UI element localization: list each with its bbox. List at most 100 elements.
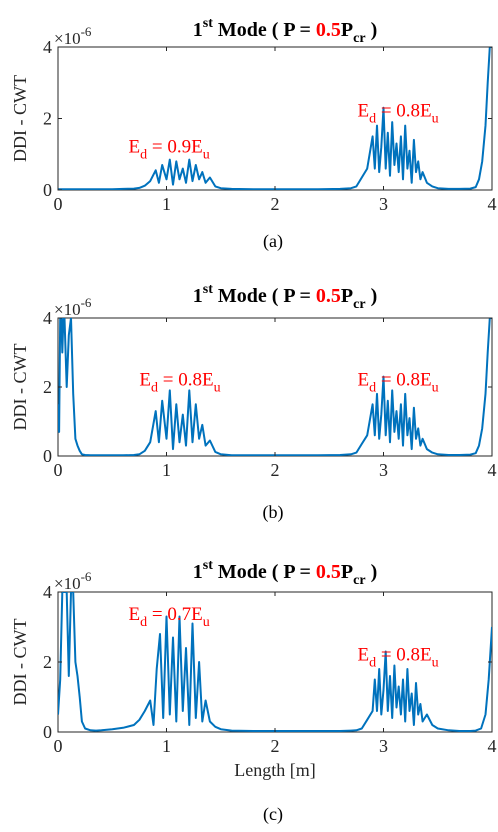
x-tick-label: 4 [488, 736, 497, 756]
annotation-subscript-u: u [432, 655, 439, 670]
x-tick-label: 0 [54, 736, 63, 756]
axis-exponent: ×10-6 [54, 295, 92, 319]
title-load-value: 0.5 [316, 285, 341, 307]
annotation-symbol: E [139, 369, 151, 390]
panel-label: (c) [263, 804, 283, 825]
title-superscript: st [203, 282, 213, 297]
y-tick-label: 2 [43, 377, 52, 397]
y-tick-label: 4 [43, 37, 52, 57]
x-tick-label: 1 [162, 736, 171, 756]
exponent-base: ×10 [54, 300, 81, 319]
x-tick-label: 3 [379, 460, 388, 480]
title-text: Mode ( P = [213, 285, 316, 307]
y-tick-label: 0 [43, 180, 52, 200]
x-tick-label: 1 [162, 194, 171, 214]
x-tick-label: 3 [379, 194, 388, 214]
title-close: ) [366, 285, 378, 307]
chart-title: 1st Mode ( P = 0.5Pcr ) [193, 558, 378, 588]
exponent-base: ×10 [54, 574, 81, 593]
x-tick-label: 2 [271, 194, 280, 214]
annotation-symbol: E [129, 136, 141, 157]
energy-annotation: Ed = 0.8Eu [139, 369, 220, 395]
title-suffix: P [341, 19, 353, 41]
annotation-subscript: d [140, 615, 147, 630]
y-axis-label: DDI - CWT [10, 75, 30, 162]
annotation-value: = 0.8E [158, 369, 214, 390]
title-suffix: P [341, 561, 353, 583]
exponent-base: ×10 [54, 29, 81, 48]
panel-label: (a) [263, 231, 283, 252]
annotation-subscript-u: u [432, 380, 439, 395]
annotation-symbol: E [357, 101, 369, 122]
y-tick-label: 2 [43, 652, 52, 672]
title-prefix: 1 [193, 285, 203, 307]
y-tick-label: 2 [43, 109, 52, 129]
energy-annotation: Ed = 0.7Eu [129, 604, 210, 630]
chart-title: 1st Mode ( P = 0.5Pcr ) [193, 16, 378, 46]
annotation-value: = 0.9E [147, 136, 203, 157]
title-prefix: 1 [193, 19, 203, 41]
y-tick-label: 4 [43, 582, 52, 602]
x-tick-label: 4 [488, 194, 497, 214]
x-tick-label: 3 [379, 736, 388, 756]
annotation-value: = 0.8E [376, 101, 432, 122]
title-close: ) [366, 561, 378, 583]
annotation-subscript: d [369, 655, 376, 670]
title-subscript: cr [353, 31, 365, 46]
x-tick-label: 4 [488, 460, 497, 480]
title-subscript: cr [353, 573, 365, 588]
title-suffix: P [341, 285, 353, 307]
annotation-symbol: E [357, 369, 369, 390]
y-axis-label: DDI - CWT [10, 344, 30, 431]
x-tick-label: 2 [271, 736, 280, 756]
energy-annotation: Ed = 0.8Eu [357, 369, 438, 395]
exponent-power: -6 [81, 569, 92, 584]
data-series-line [58, 592, 492, 732]
axis-exponent: ×10-6 [54, 569, 92, 593]
x-tick-label: 1 [162, 460, 171, 480]
panel-label: (b) [263, 502, 284, 523]
annotation-subscript: d [151, 380, 158, 395]
annotation-subscript: d [369, 380, 376, 395]
x-tick-label: 2 [271, 460, 280, 480]
title-subscript: cr [353, 297, 365, 312]
title-close: ) [366, 19, 378, 41]
annotation-subscript-u: u [203, 615, 210, 630]
y-tick-label: 0 [43, 446, 52, 466]
annotation-value: = 0.8E [376, 369, 432, 390]
energy-annotation: Ed = 0.8Eu [357, 644, 438, 670]
title-load-value: 0.5 [316, 561, 341, 583]
chart-title: 1st Mode ( P = 0.5Pcr ) [193, 282, 378, 312]
title-load-value: 0.5 [316, 19, 341, 41]
annotation-subscript-u: u [214, 380, 221, 395]
x-axis-label: Length [m] [234, 760, 315, 780]
annotation-symbol: E [129, 604, 141, 625]
energy-annotation: Ed = 0.9Eu [129, 136, 210, 162]
annotation-subscript-u: u [432, 112, 439, 127]
y-tick-label: 4 [43, 308, 52, 328]
exponent-power: -6 [81, 24, 92, 39]
data-series-line [58, 47, 492, 190]
y-axis-label: DDI - CWT [10, 619, 30, 706]
axis-exponent: ×10-6 [54, 24, 92, 48]
exponent-power: -6 [81, 295, 92, 310]
data-series-line [58, 318, 492, 456]
x-tick-label: 0 [54, 194, 63, 214]
annotation-symbol: E [357, 644, 369, 665]
title-superscript: st [203, 16, 213, 31]
y-tick-label: 0 [43, 722, 52, 742]
annotation-subscript-u: u [203, 147, 210, 162]
annotation-subscript: d [369, 112, 376, 127]
title-text: Mode ( P = [213, 19, 316, 41]
annotation-subscript: d [140, 147, 147, 162]
title-text: Mode ( P = [213, 561, 316, 583]
annotation-value: = 0.8E [376, 644, 432, 665]
annotation-value: = 0.7E [147, 604, 203, 625]
title-superscript: st [203, 558, 213, 573]
title-prefix: 1 [193, 561, 203, 583]
x-tick-label: 0 [54, 460, 63, 480]
